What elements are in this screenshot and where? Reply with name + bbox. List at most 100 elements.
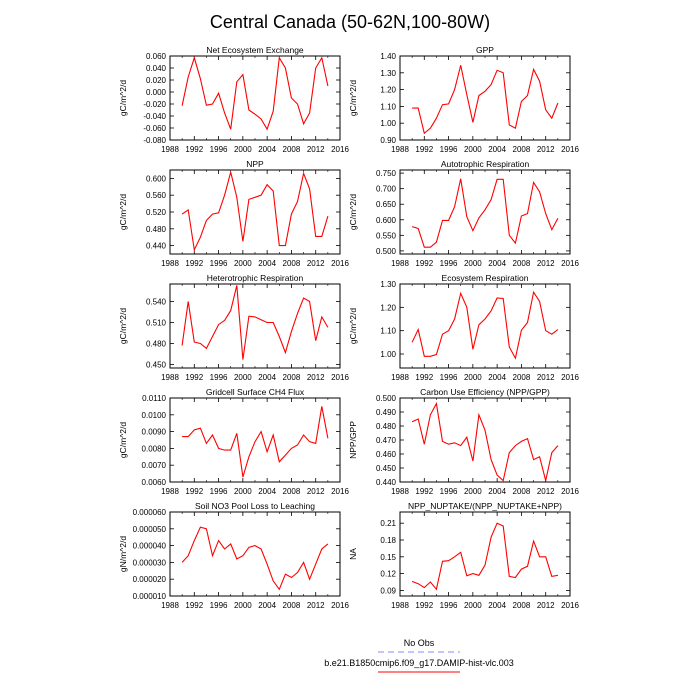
y-axis-label: NA — [348, 548, 358, 560]
x-tick-label: 1992 — [415, 259, 433, 268]
y-tick-label: 0.500 — [376, 394, 397, 403]
y-tick-label: 0.000050 — [133, 525, 167, 534]
y-tick-label: 0.520 — [146, 208, 167, 217]
y-axis-label: gC/m^2/d — [348, 308, 358, 344]
y-tick-label: 1.10 — [380, 102, 396, 111]
x-tick-label: 1996 — [210, 373, 228, 382]
series-line — [411, 401, 559, 482]
y-tick-label: 0.000010 — [133, 592, 167, 601]
y-axis-label: gC/m^2/d — [348, 194, 358, 230]
panel-title: Soil NO3 Pool Loss to Leaching — [195, 501, 315, 511]
y-tick-label: 0.020 — [146, 76, 167, 85]
x-tick-label: 1988 — [161, 145, 179, 154]
y-tick-label: 0.440 — [146, 242, 167, 251]
panel-9: Soil NO3 Pool Loss to Leaching gN/m^2/d 19… — [118, 501, 349, 610]
x-tick-label: 1988 — [391, 259, 409, 268]
x-tick-label: 2000 — [234, 487, 252, 496]
y-tick-label: 0.550 — [376, 231, 397, 240]
panel-title: Ecosystem Respiration — [442, 273, 529, 283]
series-line — [181, 55, 329, 131]
x-tick-label: 1992 — [415, 601, 433, 610]
plot-frame — [169, 511, 341, 597]
x-tick-label: 2012 — [307, 601, 325, 610]
series-line — [181, 526, 329, 591]
y-tick-label: 1.10 — [380, 327, 396, 336]
series-line — [182, 406, 329, 478]
x-tick-label: 1992 — [185, 373, 203, 382]
x-tick-label: 2000 — [234, 145, 252, 154]
x-tick-label: 1996 — [440, 259, 458, 268]
x-tick-label: 2012 — [537, 373, 555, 382]
panel-8: Carbon Use Efficiency (NPP/GPP) NPP/GPP 19… — [348, 387, 579, 496]
panels: Net Ecosystem Exchange gC/m^2/d 1988 1992 19… — [118, 45, 579, 610]
x-tick-label: 1996 — [440, 145, 458, 154]
x-tick-label: 1996 — [210, 145, 228, 154]
x-tick-label: 1996 — [440, 373, 458, 382]
y-tick-label: 0.0100 — [142, 411, 167, 420]
plot-frame — [399, 511, 571, 597]
legend: No Obs b.e21.B1850cmip6.f09_g17.DAMIP-his… — [324, 638, 514, 673]
x-tick-label: 1996 — [440, 601, 458, 610]
panel-4: Autotrophic Respiration gC/m^2/d 1988 1992 1… — [348, 159, 579, 268]
series-line — [181, 285, 329, 360]
series-line — [411, 290, 559, 360]
x-tick-label: 2008 — [513, 487, 531, 496]
x-tick-label: 1992 — [185, 145, 203, 154]
plot-frame — [169, 169, 341, 255]
y-tick-label: 0.060 — [146, 52, 167, 61]
x-tick-label: 1992 — [185, 487, 203, 496]
y-tick-label: 0.000030 — [133, 558, 167, 567]
panel-title: GPP — [476, 45, 494, 55]
x-tick-label: 2008 — [513, 601, 531, 610]
series-line — [411, 522, 558, 591]
x-tick-label: 2008 — [513, 145, 531, 154]
y-tick-label: 1.20 — [380, 86, 396, 95]
x-tick-label: 2012 — [307, 373, 325, 382]
plot-frame — [169, 283, 341, 369]
y-axis-label: gC/m^2/d — [348, 80, 358, 116]
x-tick-label: 2004 — [258, 373, 276, 382]
x-tick-label: 2008 — [283, 145, 301, 154]
y-tick-label: 0.040 — [146, 64, 167, 73]
y-tick-label: 0.0110 — [142, 394, 166, 403]
x-tick-label: 2008 — [513, 259, 531, 268]
y-tick-label: 1.30 — [380, 69, 396, 78]
x-tick-label: 2016 — [561, 487, 579, 496]
x-tick-label: 2000 — [234, 601, 252, 610]
y-tick-label: -0.020 — [143, 100, 166, 109]
x-tick-label: 2016 — [331, 487, 349, 496]
x-tick-label: 2000 — [464, 487, 482, 496]
y-tick-label: 0.450 — [376, 464, 397, 473]
y-tick-label: 1.40 — [380, 52, 396, 61]
x-tick-label: 2004 — [488, 487, 506, 496]
x-tick-label: 1988 — [161, 259, 179, 268]
panel-title: Autotrophic Respiration — [441, 159, 530, 169]
x-tick-label: 2012 — [307, 487, 325, 496]
x-tick-label: 2004 — [258, 601, 276, 610]
x-tick-label: 2012 — [537, 487, 555, 496]
x-tick-label: 2000 — [464, 259, 482, 268]
plot-frame — [169, 397, 341, 483]
y-tick-label: 0.510 — [146, 319, 167, 328]
x-tick-label: 2004 — [258, 487, 276, 496]
x-tick-label: 1988 — [391, 145, 409, 154]
y-tick-label: 0.0080 — [142, 444, 167, 453]
x-tick-label: 1996 — [210, 259, 228, 268]
legend-label-no-obs: No Obs — [404, 638, 435, 648]
y-tick-label: -0.060 — [143, 124, 166, 133]
y-axis-label: gC/m^2/d — [118, 422, 128, 458]
y-tick-label: 0.460 — [376, 450, 397, 459]
y-tick-label: 0.500 — [376, 247, 397, 256]
x-tick-label: 1992 — [415, 373, 433, 382]
x-tick-label: 2016 — [331, 259, 349, 268]
y-tick-label: 0.650 — [376, 200, 397, 209]
y-tick-label: 0.000020 — [133, 575, 167, 584]
y-tick-label: 0.90 — [380, 136, 396, 145]
x-tick-label: 1992 — [185, 259, 203, 268]
y-axis-label: NPP/GPP — [348, 421, 358, 459]
x-tick-label: 2008 — [513, 373, 531, 382]
y-axis-label: gC/m^2/d — [118, 194, 128, 230]
y-tick-label: -0.080 — [143, 136, 166, 145]
x-tick-label: 2016 — [561, 145, 579, 154]
y-tick-label: 0.470 — [376, 436, 397, 445]
